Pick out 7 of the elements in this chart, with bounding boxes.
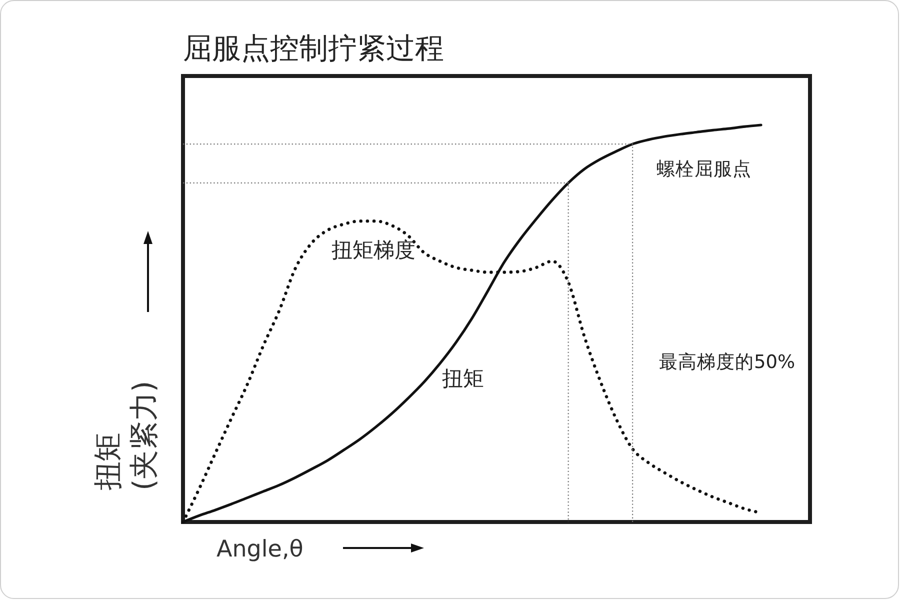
series-label: 扭矩梯度	[332, 238, 416, 262]
annotation: 螺栓屈服点	[656, 159, 752, 180]
series-label: 扭矩	[442, 366, 484, 391]
x-axis-title: Angle,θ	[216, 536, 304, 562]
y-axis-title: 扭矩 (夹紧力)	[90, 380, 160, 490]
chart-title: 屈服点控制拧紧过程	[183, 31, 444, 65]
annotation: 最高梯度的50%	[658, 351, 796, 373]
